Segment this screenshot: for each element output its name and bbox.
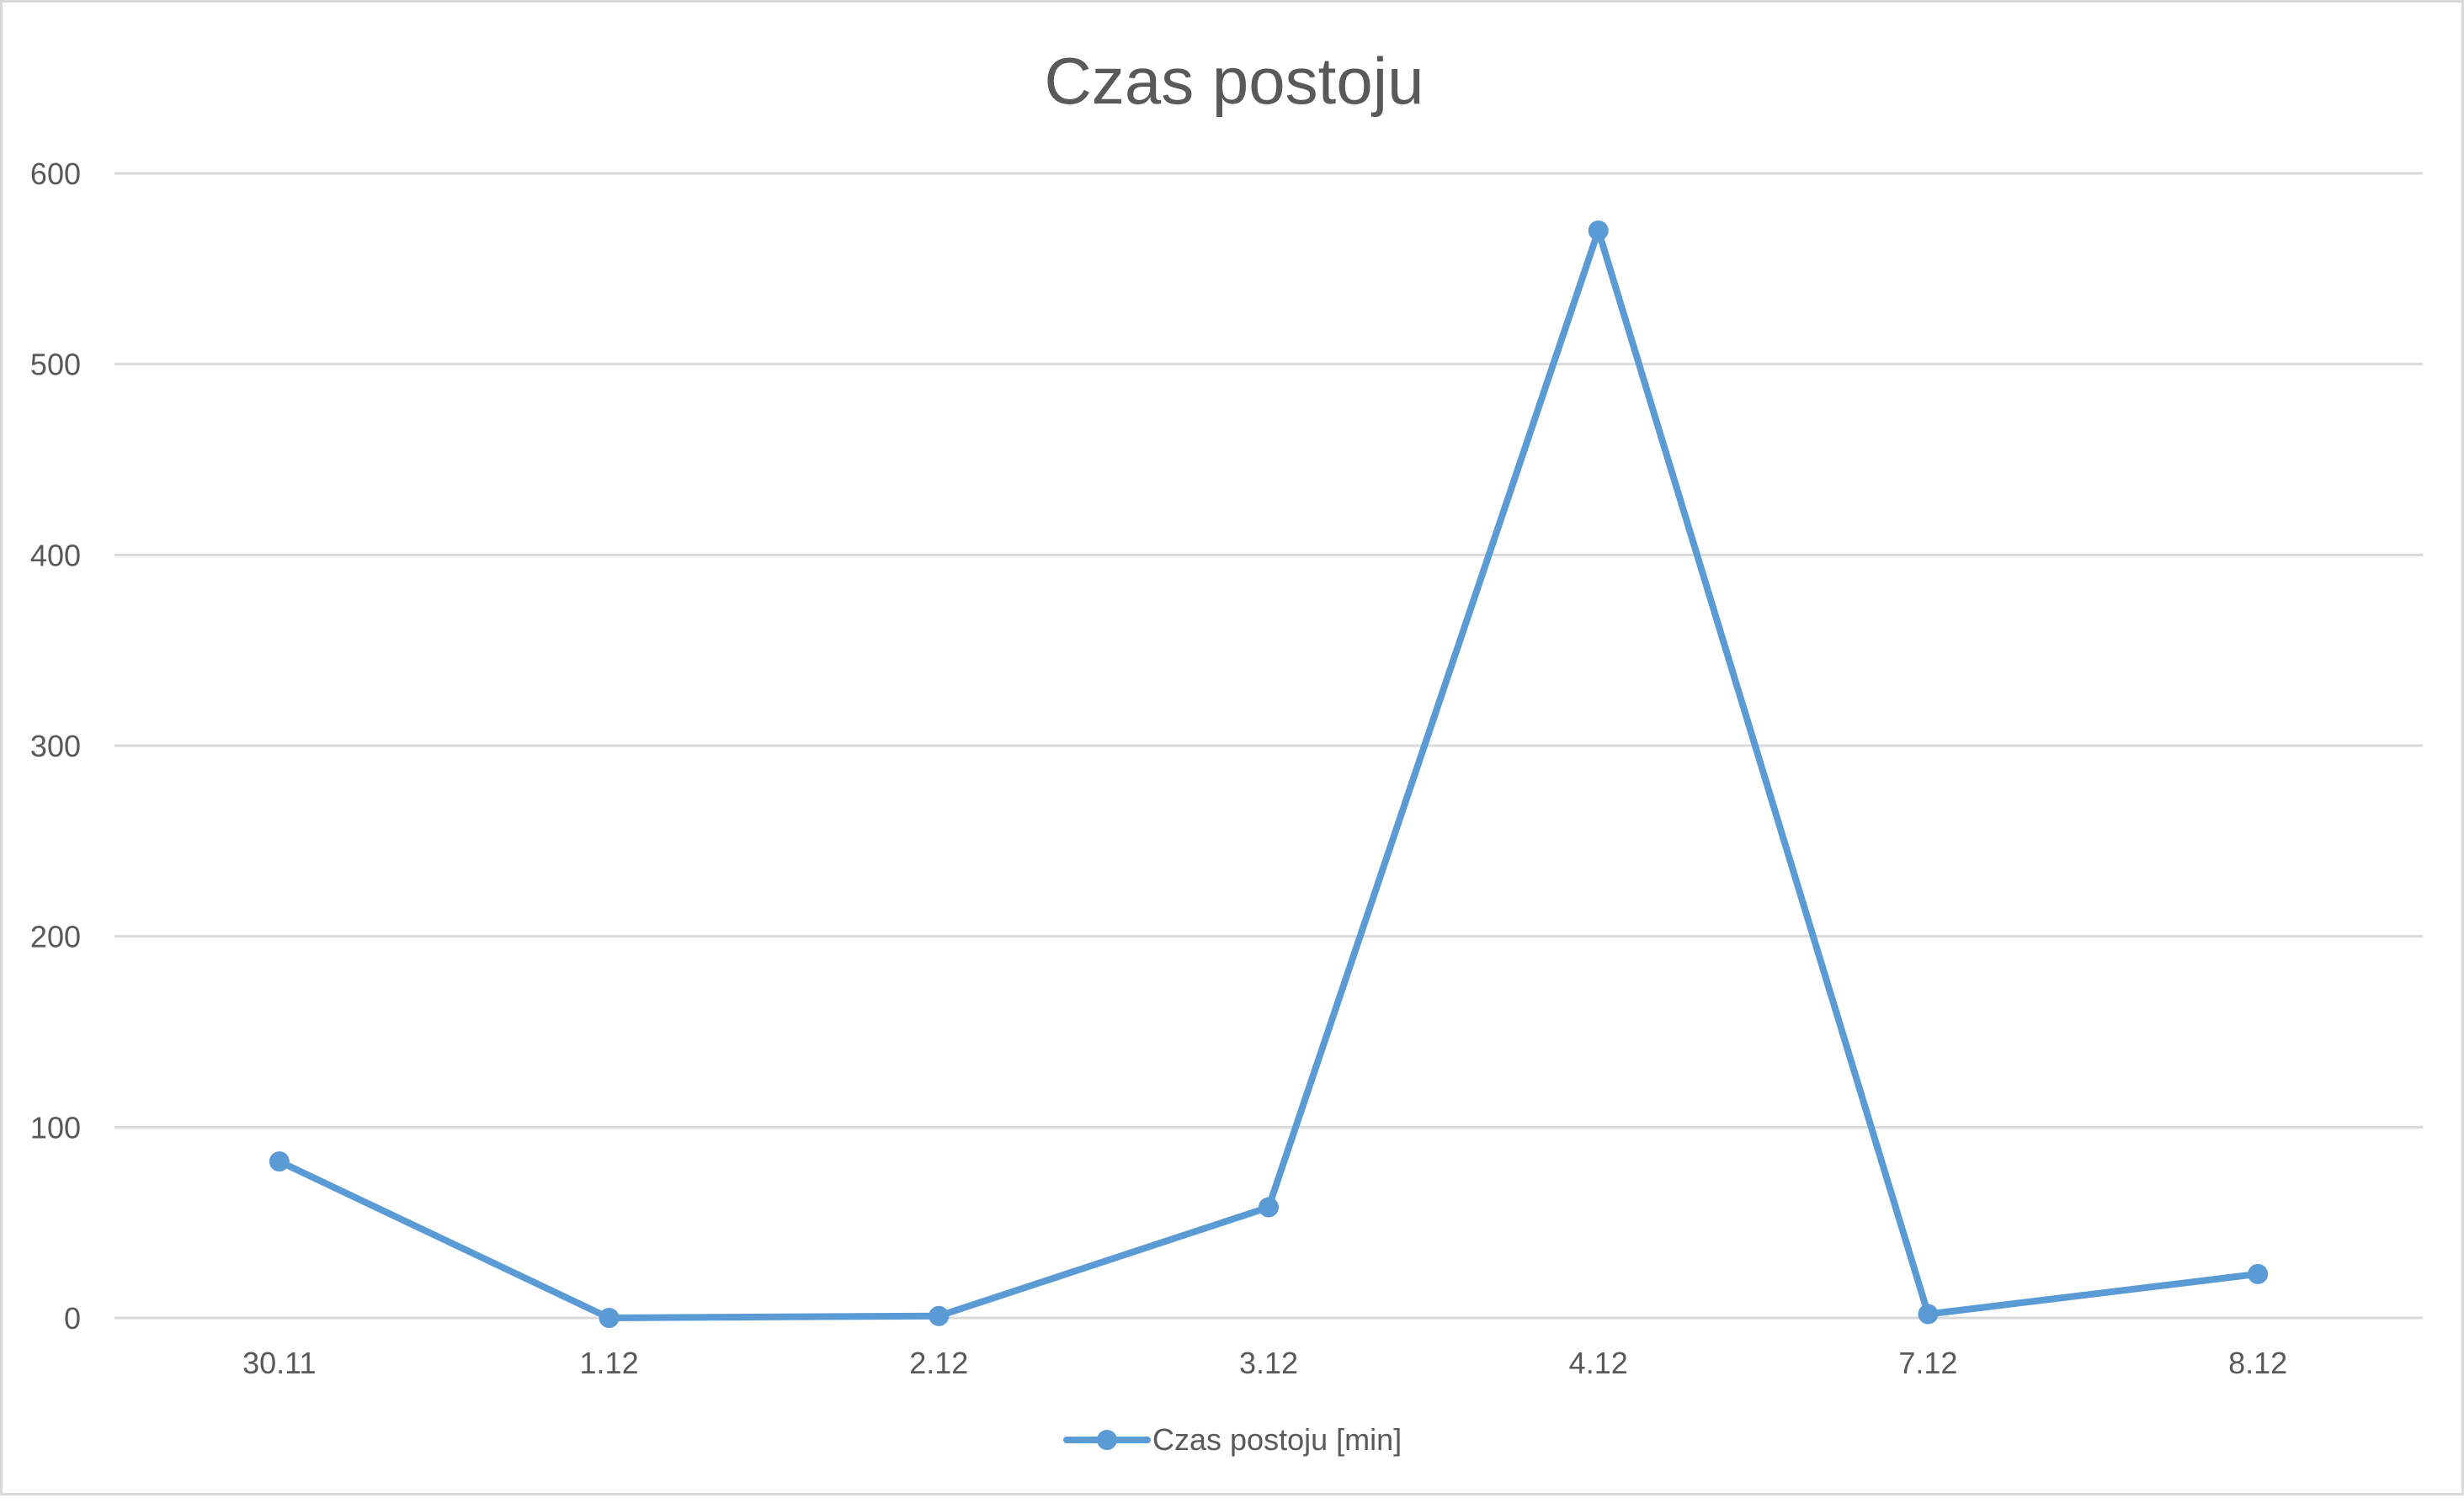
y-tick-label: 400 (30, 538, 81, 572)
x-tick-label: 7.12 (1898, 1346, 1957, 1380)
y-tick-label: 300 (30, 729, 81, 763)
y-tick-label: 100 (30, 1110, 81, 1145)
data-point (2248, 1263, 2269, 1284)
x-tick-label: 30.11 (242, 1346, 316, 1380)
series-line (275, 227, 2262, 1321)
y-axis-tick-labels: 0 100 200 300 400 500 600 (30, 157, 81, 1336)
line-chart: Czas postoju 0 100 200 300 400 500 600 30.11 1.… (30, 44, 2423, 1457)
gridlines (114, 172, 2423, 1320)
x-tick-label: 3.12 (1239, 1346, 1298, 1380)
data-point (269, 1151, 290, 1172)
data-point (1918, 1304, 1939, 1325)
y-tick-label: 0 (64, 1301, 81, 1336)
legend: Czas postoju [min] (1063, 1422, 1402, 1457)
data-point (1259, 1197, 1279, 1218)
x-tick-label: 2.12 (909, 1346, 968, 1380)
data-point (1588, 220, 1609, 241)
y-tick-label: 200 (30, 920, 81, 954)
series-layer (269, 220, 2269, 1328)
x-axis-tick-labels: 30.11 1.12 2.12 3.12 4.12 7.12 8.12 (242, 1346, 2287, 1380)
data-point (599, 1308, 620, 1328)
x-tick-label: 1.12 (580, 1346, 639, 1380)
chart-title: Czas postoju (1045, 44, 1424, 118)
legend-label: Czas postoju [min] (1152, 1422, 1402, 1457)
y-tick-label: 500 (30, 348, 81, 382)
data-point (929, 1305, 950, 1326)
x-tick-label: 4.12 (1569, 1346, 1628, 1380)
legend-marker (1097, 1430, 1117, 1450)
x-tick-label: 8.12 (2228, 1346, 2287, 1380)
y-tick-label: 600 (30, 157, 81, 191)
